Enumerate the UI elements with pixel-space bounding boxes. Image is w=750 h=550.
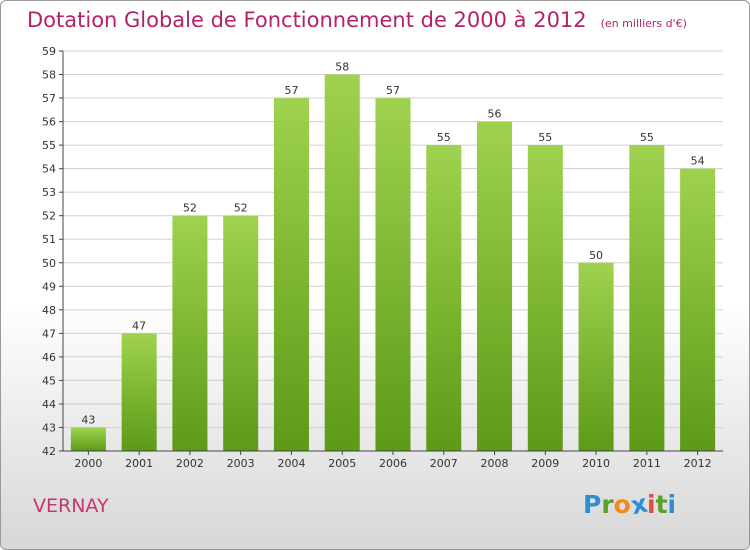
- logo-letter: o: [613, 490, 631, 519]
- chart-title: Dotation Globale de Fonctionnement de 20…: [27, 8, 687, 32]
- y-tick-label: 45: [42, 374, 56, 387]
- bar-2001: [121, 333, 157, 451]
- bar-value-label: 52: [234, 202, 248, 215]
- entity-name: VERNAY: [33, 495, 109, 517]
- title-text: Dotation Globale de Fonctionnement de 20…: [27, 8, 587, 32]
- x-tick-label: 2004: [277, 457, 305, 470]
- x-tick-label: 2001: [125, 457, 153, 470]
- y-tick-label: 53: [42, 186, 56, 199]
- x-tick-label: 2006: [379, 457, 407, 470]
- x-tick-label: 2003: [227, 457, 255, 470]
- bar-2006: [375, 98, 411, 451]
- x-tick-label: 2008: [481, 457, 509, 470]
- y-tick-label: 46: [42, 351, 56, 364]
- proxiti-logo: Proxiti: [583, 489, 677, 521]
- bar-2012: [680, 168, 716, 451]
- bar-2008: [477, 121, 513, 452]
- bar-value-label: 57: [386, 84, 400, 97]
- logo-letter: i: [647, 490, 656, 519]
- y-tick-label: 57: [42, 92, 56, 105]
- y-tick-label: 56: [42, 116, 56, 129]
- y-tick-label: 44: [42, 398, 56, 411]
- y-tick-label: 42: [42, 445, 56, 458]
- y-tick-label: 55: [42, 139, 56, 152]
- x-tick-label: 2005: [328, 457, 356, 470]
- bars: 43 47 52 52 57 58 57 55 56 55 50 55 54: [70, 61, 716, 452]
- bar-2000: [70, 427, 106, 451]
- bar-value-label: 56: [488, 108, 502, 121]
- bar-value-label: 55: [437, 131, 451, 144]
- bar-value-label: 57: [284, 84, 298, 97]
- y-tick-label: 52: [42, 210, 56, 223]
- y-tick-label: 43: [42, 421, 56, 434]
- y-tick-label: 48: [42, 304, 56, 317]
- y-tick-label: 58: [42, 69, 56, 82]
- y-tick-label: 47: [42, 327, 56, 340]
- x-tick-label: 2000: [74, 457, 102, 470]
- axes: 42 43 44 45 46 47 48 49 50 51 52 53 54 55 56 57 58 59 2000…: [42, 45, 723, 470]
- logo-letter: i: [667, 490, 677, 519]
- bar-value-label: 55: [640, 131, 654, 144]
- bar-2009: [527, 145, 563, 451]
- bar-value-label: 50: [589, 249, 603, 262]
- bar-2003: [223, 215, 259, 451]
- logo-letter: P: [583, 490, 602, 519]
- x-tick-label: 2007: [430, 457, 458, 470]
- x-tick-label: 2012: [684, 457, 712, 470]
- bar-2007: [426, 145, 462, 451]
- logo-letter: r: [601, 490, 614, 519]
- bar-value-label: 58: [335, 61, 349, 74]
- bar-value-label: 47: [132, 319, 146, 332]
- bar-value-label: 54: [691, 155, 705, 168]
- bar-2010: [578, 262, 614, 451]
- x-tick-label: 2002: [176, 457, 204, 470]
- y-tick-label: 59: [42, 45, 56, 58]
- y-tick-label: 50: [42, 257, 56, 270]
- y-tick-label: 49: [42, 280, 56, 293]
- y-tick-label: 54: [42, 163, 56, 176]
- bar-2002: [172, 215, 208, 451]
- chart-subtitle: (en milliers d'€): [600, 17, 687, 30]
- x-tick-label: 2010: [582, 457, 610, 470]
- y-tick-label: 51: [42, 233, 56, 246]
- x-tick-label: 2011: [633, 457, 661, 470]
- bar-2004: [273, 98, 309, 451]
- bar-value-label: 43: [81, 413, 95, 426]
- x-tick-label: 2009: [531, 457, 559, 470]
- bar-value-label: 55: [538, 131, 552, 144]
- bar-value-label: 52: [183, 202, 197, 215]
- bar-2011: [629, 145, 665, 451]
- logo-letter: t: [655, 490, 668, 519]
- bar-2005: [324, 74, 360, 451]
